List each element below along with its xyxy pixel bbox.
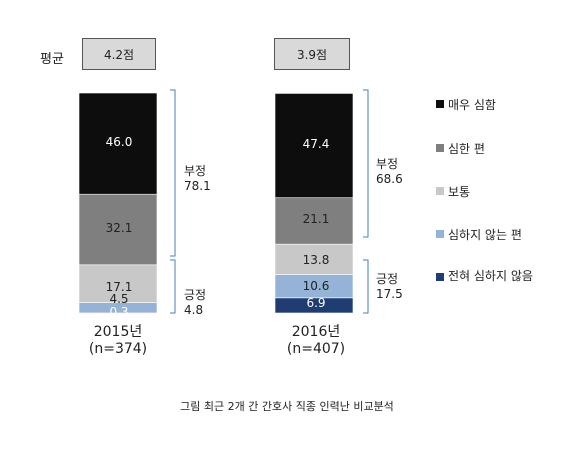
category-label-line: 2016년 (291, 324, 341, 340)
group-label-2015-1: 긍정 4.8 (184, 288, 206, 318)
data-label-2015-2: 17.1 (105, 280, 133, 294)
legend-label: 전혀 심하지 않음 (448, 269, 533, 283)
group-value: 78.1 (184, 179, 211, 193)
figure-caption: 그림 최근 2개 간 간호사 직종 인력난 비교분석 (180, 400, 394, 413)
legend-label: 심하지 않는 편 (448, 228, 522, 242)
bar-segment-2016-4 (274, 93, 354, 199)
legend-item-2: 보통 (436, 183, 470, 200)
legend-label: 보통 (448, 185, 471, 199)
average-box-2015: 4.2점 (82, 38, 156, 70)
group-name: 긍정 (184, 288, 207, 302)
group-label-2015-0: 부정 78.1 (184, 164, 211, 194)
group-name: 긍정 (376, 272, 399, 286)
data-label-2016-3: 21.1 (302, 212, 330, 226)
group-name: 부정 (184, 164, 207, 178)
legend-swatch (436, 144, 444, 152)
group-value: 17.5 (376, 287, 403, 301)
bar-segment-2016-3 (274, 197, 354, 245)
legend-swatch (436, 273, 444, 281)
legend-swatch (436, 187, 444, 195)
data-label-2015-4: 46.0 (105, 135, 133, 149)
group-label-2016-0: 부정 68.6 (376, 157, 403, 187)
category-label-line: (n=374) (88, 341, 148, 357)
group-brace (170, 89, 176, 257)
data-label-2016-0: 6.9 (306, 296, 326, 310)
group-name: 부정 (376, 157, 399, 171)
bar-segment-2016-2 (274, 243, 354, 275)
data-label-2016-1: 10.6 (302, 279, 330, 293)
average-box-2016: 3.9점 (274, 38, 350, 70)
category-label-2016: 2016년 (n=407) (271, 324, 361, 358)
group-label-2016-1: 긍정 17.5 (376, 272, 403, 302)
average-label: 평균 (40, 52, 64, 67)
bar-segment-2015-4 (78, 92, 158, 195)
group-value: 68.6 (376, 172, 403, 186)
group-value: 4.8 (184, 303, 204, 317)
data-label-2015-1: 4.5 (109, 292, 129, 306)
data-label-2016-2: 13.8 (302, 253, 330, 267)
bar-segment-2015-3 (78, 193, 158, 266)
category-label-2015: 2015년 (n=374) (73, 324, 163, 358)
legend-swatch (436, 100, 444, 108)
legend-label: 매우 심함 (448, 98, 496, 112)
legend-item-1: 심한 편 (436, 140, 485, 157)
group-brace (363, 259, 369, 314)
legend-item-0: 매우 심함 (436, 96, 496, 113)
data-label-2015-3: 32.1 (105, 221, 133, 235)
data-label-2016-4: 47.4 (302, 137, 330, 151)
group-brace (170, 259, 176, 314)
bar-segment-2015-2 (78, 264, 158, 303)
legend-item-3: 심하지 않는 편 (436, 226, 522, 243)
category-label-line: 2015년 (93, 324, 143, 340)
data-label-2015-0: 0.3 (109, 305, 129, 319)
legend-label: 심한 편 (448, 142, 485, 156)
group-brace (363, 89, 369, 238)
category-label-line: (n=407) (286, 341, 346, 357)
legend-swatch (436, 230, 444, 238)
legend-item-4: 전혀 심하지 않음 (436, 269, 538, 288)
